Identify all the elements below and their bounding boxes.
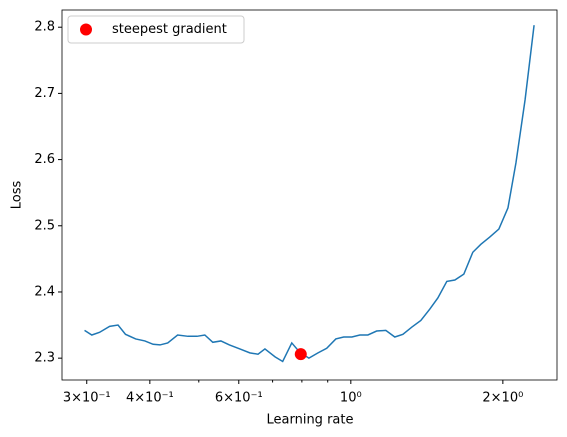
y-tick-label: 2.5 — [34, 218, 55, 233]
legend-box — [67, 15, 245, 44]
x-axis-label: Learning rate — [267, 413, 354, 428]
loss-line — [84, 25, 535, 363]
y-tick-label: 2.7 — [34, 86, 55, 101]
x-tick-label: 2×10⁰ — [482, 391, 523, 406]
x-tick-label: 3×10⁻¹ — [63, 391, 111, 406]
y-tick-label: 2.6 — [34, 152, 55, 167]
x-tick-label: 4×10⁻¹ — [126, 391, 174, 406]
x-tick-label: 6×10⁻¹ — [215, 391, 263, 406]
y-axis-label: Loss — [10, 181, 25, 210]
axes-frame — [61, 9, 558, 381]
y-tick-label: 2.3 — [34, 351, 55, 366]
y-tick-label: 2.8 — [34, 20, 55, 35]
x-tick-label: 10⁰ — [340, 391, 362, 406]
y-tick-label: 2.4 — [34, 284, 55, 299]
highlight-point — [294, 348, 307, 361]
legend-marker — [80, 23, 92, 36]
legend-label: steepest gradient — [112, 22, 227, 37]
